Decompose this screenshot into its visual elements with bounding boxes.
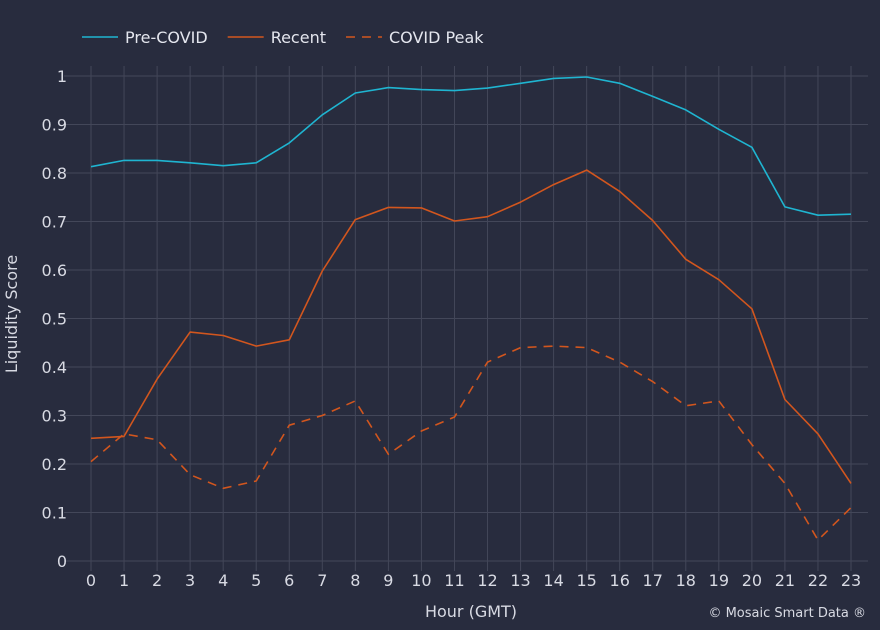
y-tick-label: 0.8 — [42, 164, 67, 183]
series-lines — [90, 76, 852, 541]
x-tick-label: 11 — [444, 571, 464, 590]
legend-item-pre-covid[interactable]: Pre-COVID — [82, 28, 208, 47]
x-tick-label: 1 — [119, 571, 129, 590]
legend-label: Pre-COVID — [125, 28, 208, 47]
x-tick-label: 23 — [841, 571, 861, 590]
legend-item-recent[interactable]: Recent — [227, 28, 326, 47]
legend-item-covid-peak[interactable]: COVID Peak — [345, 28, 484, 47]
x-tick-label: 15 — [576, 571, 596, 590]
x-tick-label: 4 — [218, 571, 228, 590]
x-tick-label: 14 — [543, 571, 563, 590]
x-tick-label: 20 — [742, 571, 762, 590]
y-tick-label: 0.2 — [42, 455, 67, 474]
legend[interactable]: Pre-COVID Recent COVID Peak — [82, 28, 484, 47]
x-tick-label: 2 — [152, 571, 162, 590]
y-tick-label: 0.1 — [42, 504, 67, 523]
x-tick-label: 0 — [86, 571, 96, 590]
y-tick-label: 0.6 — [42, 261, 67, 280]
x-tick-label: 12 — [477, 571, 497, 590]
x-tick-label: 8 — [350, 571, 360, 590]
y-tick-label: 0 — [57, 552, 67, 571]
y-axis-ticks: 0 0.1 0.2 0.3 0.4 0.5 0.6 0.7 0.8 0.9 1 — [42, 67, 67, 571]
x-tick-label: 21 — [775, 571, 795, 590]
y-tick-label: 1 — [57, 67, 67, 86]
y-tick-label: 0.5 — [42, 310, 67, 329]
x-tick-label: 19 — [709, 571, 729, 590]
x-tick-label: 7 — [317, 571, 327, 590]
x-tick-label: 18 — [676, 571, 696, 590]
series-line-recent — [90, 169, 852, 484]
y-tick-label: 0.9 — [42, 116, 67, 135]
y-tick-label: 0.3 — [42, 407, 67, 426]
x-tick-label: 10 — [411, 571, 431, 590]
x-tick-label: 16 — [610, 571, 630, 590]
x-tick-label: 5 — [251, 571, 261, 590]
x-tick-label: 6 — [284, 571, 294, 590]
copyright-footer: © Mosaic Smart Data ® — [708, 606, 866, 621]
legend-label: Recent — [271, 28, 326, 47]
y-axis-title: Liquidity Score — [2, 255, 21, 373]
y-tick-label: 0.7 — [42, 213, 67, 232]
x-tick-label: 9 — [383, 571, 393, 590]
grid — [64, 66, 868, 571]
x-axis-ticks: 0 1 2 3 4 5 6 7 8 9 10 11 12 13 14 15 16 17 18 19 20 21 22 23 — [86, 571, 861, 590]
legend-label: COVID Peak — [389, 28, 484, 47]
y-tick-label: 0.4 — [42, 358, 67, 377]
x-tick-label: 22 — [808, 571, 828, 590]
x-tick-label: 3 — [185, 571, 195, 590]
series-line-pre-covid — [90, 76, 852, 216]
x-axis-title: Hour (GMT) — [425, 602, 517, 621]
x-tick-label: 17 — [643, 571, 663, 590]
series-line-covid-peak — [90, 345, 852, 541]
x-tick-label: 13 — [510, 571, 530, 590]
